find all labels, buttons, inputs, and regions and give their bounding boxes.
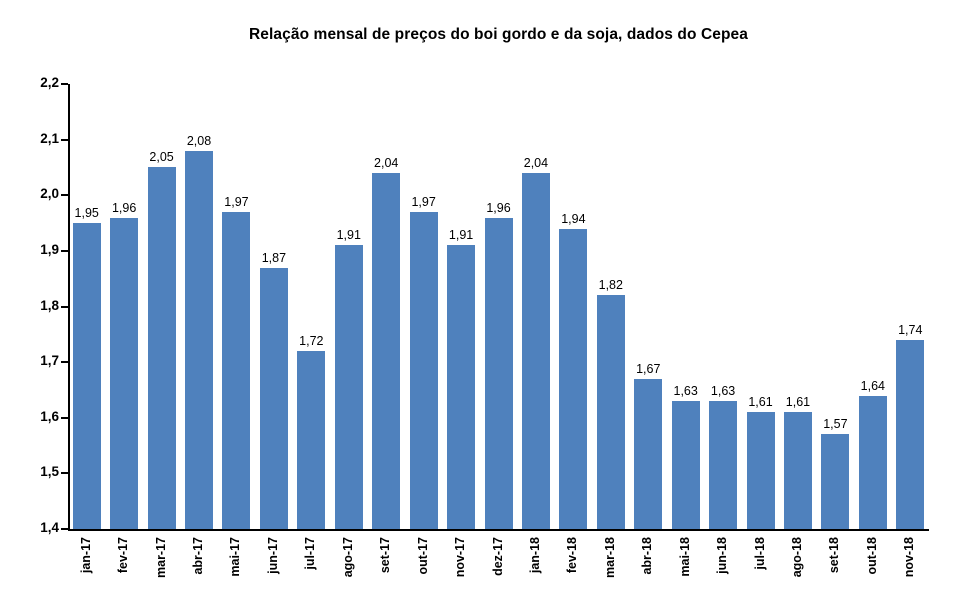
y-axis-tick [61,361,68,364]
x-axis-label: jan-18 [527,537,542,574]
x-axis-label: out-17 [415,537,430,575]
bar-jan-17 [72,223,101,529]
bar-jun-17 [259,267,288,529]
bar-value-label: 1,61 [748,395,773,410]
y-axis-label: 2,2 [40,75,59,90]
bar-mar-18 [596,295,625,529]
bar-value-label: 1,91 [336,228,361,243]
bar-ago-17 [334,245,363,529]
bar-jul-18 [746,412,775,529]
y-axis-tick [61,138,68,141]
bar-value-label: 1,96 [111,200,137,215]
y-axis-tick [61,305,68,308]
y-axis-label: 1,8 [40,297,59,313]
y-axis-tick [61,249,68,252]
bar-ago-18 [783,412,812,529]
bar-fev-18 [559,228,588,529]
x-axis-label: jul-17 [303,537,318,570]
bar-jun-18 [709,401,738,529]
bar-value-label: 1,91 [448,228,474,243]
x-axis-label: jun-18 [715,537,730,574]
x-axis-label: dez-17 [490,537,505,576]
x-axis-line [68,529,929,531]
x-axis-label: ago-17 [340,537,355,578]
x-axis-label: mai-17 [228,537,243,577]
x-axis-label: nov-18 [902,537,917,578]
x-axis-label: jan-17 [78,537,93,574]
bar-out-18 [858,395,887,529]
y-axis-label: 2,1 [40,130,59,146]
x-axis-label: fev-17 [116,537,131,574]
bar-nov-18 [896,339,925,529]
y-axis-label: 1,9 [40,241,59,257]
bar-jan-18 [521,173,550,529]
bar-value-label: 2,04 [374,156,399,170]
x-axis-label: mar-18 [602,537,617,578]
x-axis-label: set-18 [827,537,842,574]
bar-dez-17 [484,217,513,529]
bar-abr-17 [185,150,214,529]
y-axis-label: 2,0 [40,186,59,202]
y-axis-tick [61,472,68,475]
bar-value-label: 1,94 [561,211,586,226]
bar-set-17 [372,173,401,529]
x-axis-label: out-18 [864,537,879,575]
bar-value-label: 1,87 [261,250,287,265]
bar-fev-17 [110,217,139,529]
bar-mai-18 [671,401,700,529]
bar-value-label: 1,95 [74,206,99,221]
y-axis-label: 1,5 [40,464,59,480]
bar-abr-18 [634,378,663,529]
bar-value-label: 1,82 [598,278,623,293]
bar-set-18 [821,434,850,529]
bar-mai-17 [222,211,251,529]
x-axis-label: set-17 [378,537,393,574]
bar-value-label: 1,97 [224,194,249,209]
y-axis-tick [61,528,68,530]
y-axis-tick [61,194,68,197]
bar-mar-17 [147,167,176,529]
y-axis-tick [61,416,68,419]
bar-value-label: 1,57 [823,417,848,432]
bar-jul-17 [297,351,326,529]
x-axis-label: abr-18 [640,537,655,575]
bar-value-label: 1,63 [673,384,698,399]
bar-value-label: 1,63 [710,384,736,399]
x-axis-label: fev-18 [565,537,580,574]
bar-value-label: 1,61 [785,395,811,410]
bar-value-label: 1,64 [860,378,886,393]
bar-value-label: 2,08 [186,133,212,148]
y-axis-line [68,84,70,531]
y-axis-tick [61,83,68,85]
bar-nov-17 [447,245,476,529]
bar-value-label: 1,74 [898,322,923,337]
chart-title: Relação mensal de preços do boi gordo e … [249,26,748,43]
bar-out-17 [409,211,438,529]
x-axis-label: jun-17 [265,537,280,574]
y-axis-label: 1,4 [40,520,59,535]
bar-value-label: 1,97 [411,194,436,209]
x-axis-label: mar-17 [153,537,168,578]
x-axis-label: abr-17 [191,537,206,575]
x-axis-label: ago-18 [789,537,804,578]
bar-value-label: 2,04 [523,156,549,170]
bar-value-label: 1,67 [636,361,661,376]
bar-value-label: 2,05 [149,150,174,165]
bar-value-label: 1,72 [299,334,324,348]
x-axis-label: nov-17 [453,537,468,578]
y-axis-label: 1,6 [40,408,59,424]
bar-value-label: 1,96 [486,200,511,215]
x-axis-label: mai-18 [677,537,692,577]
x-axis-label: jul-18 [752,537,767,570]
y-axis-label: 1,7 [40,353,59,369]
